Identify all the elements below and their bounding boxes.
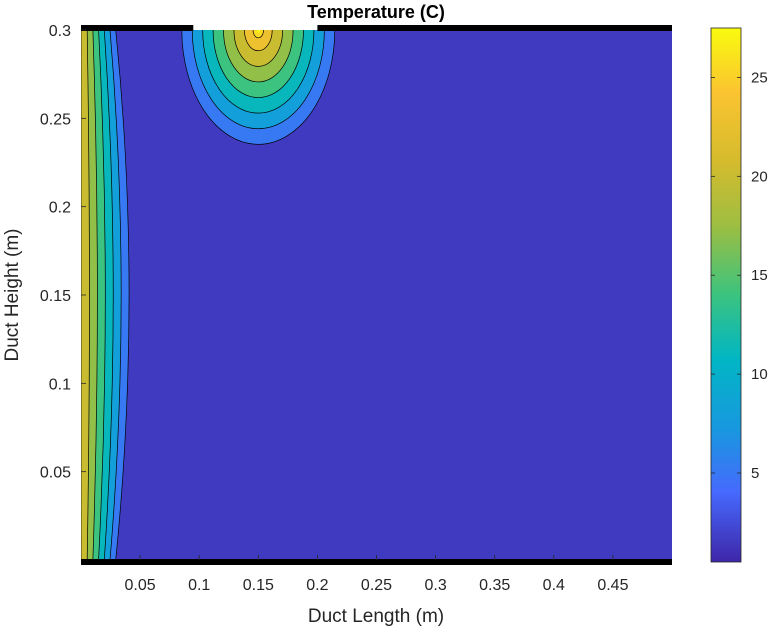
x-tick-label-1: 0.1 bbox=[188, 577, 210, 594]
colorbar-gradient bbox=[710, 27, 742, 563]
y-tick-label-5: 0.3 bbox=[49, 23, 71, 40]
x-axis-label: Duct Length (m) bbox=[308, 606, 444, 627]
y-tick-label-1: 0.1 bbox=[49, 376, 71, 393]
x-tick-label-7: 0.4 bbox=[543, 577, 565, 594]
y-tick-label-0: 0.05 bbox=[40, 465, 71, 482]
x-tick-label-3: 0.2 bbox=[306, 577, 328, 594]
colorbar-tick-label-4: 25 bbox=[751, 69, 768, 86]
colorbar-tick-label-0: 5 bbox=[751, 465, 759, 482]
contour-band-top-6 bbox=[244, 30, 273, 52]
colorbar-ticks: 5 10 15 20 25 bbox=[711, 69, 768, 482]
y-tick-label-2: 0.15 bbox=[40, 288, 71, 305]
y-axis-label: Duct Height (m) bbox=[2, 228, 23, 361]
contour-background bbox=[81, 30, 672, 560]
colorbar-tick-label-2: 15 bbox=[751, 267, 768, 284]
y-tick-label-3: 0.2 bbox=[49, 200, 71, 217]
x-tick-label-0: 0.05 bbox=[125, 577, 156, 594]
x-axis-ticks: 0.05 0.1 0.15 0.2 0.25 0.3 0.35 0.4 0.45 bbox=[125, 555, 629, 594]
colorbar-tick-label-1: 10 bbox=[751, 366, 768, 383]
x-tick-label-2: 0.15 bbox=[243, 577, 274, 594]
chart-title: Temperature (C) bbox=[307, 2, 445, 22]
hot-core bbox=[256, 30, 261, 33]
plot-area bbox=[81, 25, 672, 565]
boundary-bottom-2 bbox=[81, 559, 672, 565]
x-tick-label-4: 0.25 bbox=[361, 577, 392, 594]
x-tick-label-5: 0.3 bbox=[424, 577, 446, 594]
x-tick-label-8: 0.45 bbox=[597, 577, 628, 594]
colorbar: 5 10 15 20 25 bbox=[710, 27, 768, 563]
y-axis-ticks: 0.05 0.1 0.15 0.2 0.25 0.3 bbox=[40, 23, 86, 482]
y-tick-label-4: 0.25 bbox=[40, 111, 71, 128]
boundary-top-1 bbox=[317, 25, 672, 31]
duct-boundaries bbox=[81, 25, 672, 565]
boundary-top-0 bbox=[81, 25, 194, 31]
contour-band-top-7 bbox=[252, 30, 264, 39]
colorbar-tick-label-3: 20 bbox=[751, 168, 768, 185]
x-tick-label-6: 0.35 bbox=[479, 577, 510, 594]
